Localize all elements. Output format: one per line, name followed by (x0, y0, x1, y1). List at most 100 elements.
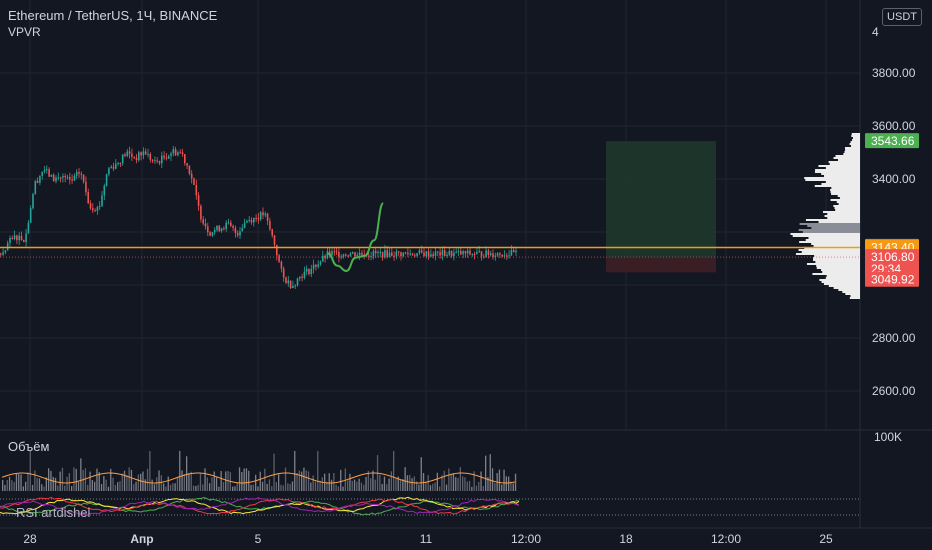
candle-body (340, 256, 342, 258)
volume-axis-tick: 100K (874, 430, 902, 444)
symbol-legend[interactable]: Ethereum / TetherUS, 1Ч, BINANCE (8, 8, 218, 23)
candle-body (190, 173, 193, 179)
candle-body (126, 151, 129, 156)
price-axis-tick[interactable]: 2600.00 (872, 384, 916, 398)
price-axis-tick[interactable]: 2800.00 (872, 331, 916, 345)
volume-bar (165, 486, 167, 491)
time-axis-tick[interactable]: 25 (819, 532, 833, 546)
candle-body (230, 222, 232, 226)
volume-bar (107, 486, 110, 491)
price-axis-tick[interactable]: 3600.00 (872, 119, 916, 133)
volume-bar (89, 471, 91, 491)
volume-label[interactable]: Объём (8, 439, 50, 454)
candle-body (503, 255, 506, 257)
price-axis[interactable]: 4 3800.00 3600.00 3400.00 2800.00 2600.00 3543… (865, 25, 919, 398)
price-label[interactable]: 3049.92 (871, 273, 915, 287)
candle-body (131, 153, 133, 157)
time-axis-tick[interactable]: 5 (255, 532, 262, 546)
profile-bar (808, 237, 860, 239)
candle-body (280, 261, 283, 269)
candle-body (16, 235, 18, 241)
time-axis-bg (0, 528, 932, 550)
price-axis-tick[interactable]: 3800.00 (872, 66, 916, 80)
candle-body (430, 254, 432, 257)
volume-bar (261, 481, 264, 491)
price-projection[interactable] (327, 202, 385, 272)
profile-bar (814, 171, 860, 173)
candle-body (473, 254, 476, 256)
candle-body (441, 250, 444, 256)
candle-body (165, 157, 168, 159)
candle-body (211, 232, 214, 236)
candle-body (225, 222, 227, 230)
profile-bar (827, 217, 860, 219)
volume-bar (50, 470, 52, 491)
indicator-legend[interactable]: VPVR (8, 25, 41, 39)
volume-bar (218, 486, 220, 491)
volume-bar (406, 475, 409, 491)
profile-bar (821, 269, 860, 271)
candle-body (195, 185, 198, 196)
volume-bar (167, 476, 169, 491)
currency-button[interactable]: USDT (882, 8, 922, 26)
volume-bar (144, 479, 146, 491)
candle-body (259, 212, 262, 220)
volume-bar (34, 470, 36, 491)
candle-body (52, 174, 55, 182)
candle-body (4, 250, 7, 253)
support-level[interactable] (0, 246, 860, 258)
volume-bar (485, 455, 487, 491)
profile-bar (849, 143, 860, 145)
volume-bar (374, 479, 376, 491)
time-axis-tick[interactable]: 28 (23, 532, 37, 546)
candle-body (94, 210, 96, 212)
candle-body (253, 217, 255, 223)
time-axis-tick[interactable]: 12:00 (511, 532, 541, 546)
candle-body (266, 213, 269, 221)
projection-path[interactable] (327, 202, 385, 272)
volume-bar (303, 467, 305, 491)
time-axis[interactable]: 28 Апр 5 11 12:00 18 12:00 25 (23, 532, 833, 546)
volume-bar (370, 478, 372, 491)
candle-body (184, 154, 186, 164)
volume-bar (298, 470, 300, 491)
rsi-label[interactable]: RSI artdishel (16, 505, 91, 520)
price-axis-tick[interactable]: 3400.00 (872, 172, 916, 186)
profile-bar (805, 179, 860, 181)
volume-bar (379, 474, 381, 491)
volume-bar (420, 457, 422, 491)
volume-bar (6, 479, 8, 491)
volume-bar (87, 484, 89, 491)
candle-body (335, 251, 338, 253)
time-axis-tick[interactable]: Апр (130, 532, 153, 546)
candle-body (397, 251, 400, 253)
volume-bar (114, 484, 116, 491)
candle-body (78, 172, 80, 174)
volume-bar (494, 483, 496, 491)
profile-bar (830, 199, 860, 201)
volume-bar (176, 476, 179, 491)
volume-bar (174, 483, 176, 491)
volume-bar (305, 470, 307, 491)
volume-bar (195, 485, 197, 491)
volume-bar (248, 470, 250, 491)
stop-zone[interactable] (606, 257, 716, 273)
price-axis-tick[interactable]: 4 (872, 25, 879, 39)
price-label[interactable]: 3106.80 (871, 250, 915, 264)
candle-body (179, 152, 181, 154)
target-zone[interactable] (606, 141, 716, 258)
volume-bar (234, 486, 236, 491)
profile-bar (823, 211, 860, 213)
volume-bar (314, 481, 317, 491)
profile-bar (815, 169, 860, 171)
time-axis-tick[interactable]: 18 (619, 532, 633, 546)
price-label[interactable]: 3543.66 (871, 134, 915, 148)
volume-bar (13, 482, 15, 491)
time-axis-tick[interactable]: 12:00 (711, 532, 741, 546)
volume-bar (268, 479, 271, 491)
position-zones[interactable] (606, 141, 716, 273)
volume-bar (110, 468, 112, 491)
time-axis-tick[interactable]: 11 (420, 532, 433, 546)
